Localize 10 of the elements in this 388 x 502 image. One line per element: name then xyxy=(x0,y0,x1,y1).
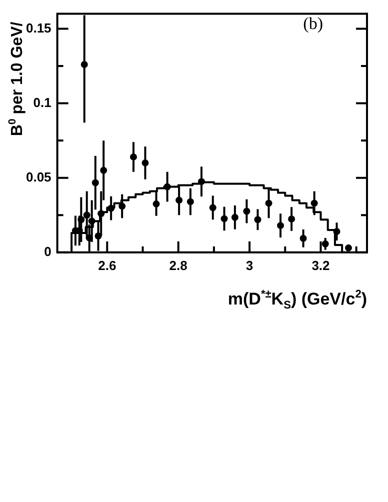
annotation: (b) xyxy=(303,14,323,33)
x-tick-label: 3.2 xyxy=(312,258,330,273)
x-tick-label: 2.6 xyxy=(98,258,116,273)
y-tick-label: 0.15 xyxy=(26,20,52,36)
x-tick-label: 2.8 xyxy=(169,258,188,273)
y-tick-label: 0 xyxy=(44,244,52,259)
x-tick-label: 3 xyxy=(246,258,254,273)
y-tick-label: 0.05 xyxy=(26,169,52,184)
y-axis-title: B0 per 1.0 GeV/ xyxy=(7,21,26,136)
y-tick-label: 0.1 xyxy=(33,94,52,110)
